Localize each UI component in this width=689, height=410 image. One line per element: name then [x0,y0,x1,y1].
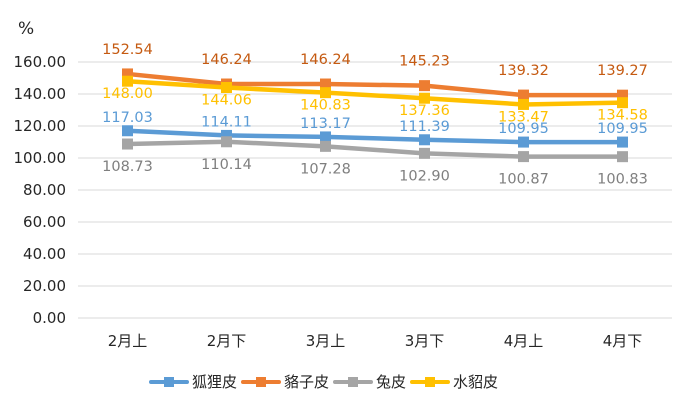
legend-item-rabbit[interactable]: 兔皮 [333,371,406,392]
data-labels: 117.03 114.11 113.17 111.39 109.95 109.95 152.… [102,42,648,188]
data-point-marker[interactable] [320,87,331,99]
data-point-marker[interactable] [617,136,628,148]
x-tick-label: 3月上 [306,332,346,350]
y-tick-label: 0.00 [33,309,66,327]
y-tick-label: 100.00 [14,149,67,167]
y-axis-unit-label: % [18,19,34,39]
data-label: 110.14 [201,157,252,173]
series-lines [122,68,628,163]
data-point-marker[interactable] [617,89,628,101]
y-tick-label: 40.00 [23,245,66,263]
data-label: 113.17 [300,116,351,132]
data-point-marker[interactable] [518,136,529,148]
x-tick-label: 4月上 [504,332,544,350]
data-label: 114.11 [201,114,252,130]
data-label: 148.00 [102,86,153,102]
legend-label: 貉子皮 [284,373,330,391]
data-label: 100.83 [597,172,648,188]
series-line [125,128,625,145]
data-label: 134.58 [597,108,648,124]
data-label: 137.36 [399,103,450,119]
data-point-marker[interactable] [221,129,232,141]
series-line [125,139,625,159]
x-tick-label: 3月下 [405,332,445,350]
data-point-marker[interactable] [518,151,529,163]
legend-item-mink[interactable]: 水貂皮 [410,371,498,392]
data-point-marker[interactable] [518,98,529,110]
legend-line-marker-icon [333,375,374,389]
legend-line-marker-icon [149,375,189,389]
y-tick-label: 160.00 [14,53,67,71]
data-label: 146.24 [300,52,351,68]
data-label: 117.03 [102,110,153,126]
data-point-marker[interactable] [221,82,232,94]
data-label: 144.06 [201,93,252,109]
data-point-marker[interactable] [518,89,529,101]
data-point-marker[interactable] [122,68,133,80]
data-label: 152.54 [102,42,153,58]
y-tick-label: 60.00 [23,213,66,231]
data-label: 133.47 [498,109,549,125]
data-point-marker[interactable] [221,136,232,148]
data-point-marker[interactable] [320,131,331,143]
legend-line-marker-icon [410,375,451,389]
data-label: 140.83 [300,98,351,114]
x-tick-label: 2月上 [108,332,148,350]
data-point-marker[interactable] [122,125,133,137]
data-label: 139.27 [597,63,648,79]
y-tick-label: 80.00 [23,181,66,199]
data-label: 139.32 [498,63,549,79]
data-point-marker[interactable] [419,147,430,159]
x-tick-label: 4月下 [603,332,643,350]
data-label: 111.39 [399,119,450,135]
legend-label: 狐狸皮 [192,373,238,391]
data-point-marker[interactable] [419,134,430,146]
y-tick-label: 140.00 [14,85,67,103]
x-axis-ticks: 2月上 2月下 3月上 3月下 4月上 4月下 [108,332,643,350]
data-point-marker[interactable] [617,151,628,163]
data-label: 109.95 [498,121,549,137]
data-label: 109.95 [597,121,648,137]
data-label: 102.90 [399,168,450,184]
data-label: 107.28 [300,161,351,177]
series-line [125,78,625,107]
data-point-marker[interactable] [320,140,331,152]
y-tick-label: 20.00 [23,277,66,295]
y-axis-ticks: 0.00 20.00 40.00 60.00 80.00 100.00 120.00 140.… [14,53,67,327]
data-point-marker[interactable] [419,80,430,92]
data-point-marker[interactable] [320,78,331,90]
data-point-marker[interactable] [617,97,628,109]
legend-item-raccoon[interactable]: 貉子皮 [241,371,329,392]
data-label: 100.87 [498,172,549,188]
data-label: 146.24 [201,52,252,68]
data-point-marker[interactable] [419,92,430,104]
legend-label: 兔皮 [376,373,407,391]
legend-line-marker-icon [241,375,282,389]
series-line [125,71,625,98]
data-point-marker[interactable] [122,138,133,150]
data-label: 145.23 [399,54,450,70]
data-point-marker[interactable] [122,75,133,87]
data-label: 108.73 [102,159,153,175]
legend-item-fox[interactable]: 狐狸皮 [149,371,237,392]
gridlines [78,61,672,319]
y-tick-label: 120.00 [14,117,67,135]
legend-label: 水貂皮 [453,373,499,391]
legend: 狐狸皮 貉子皮 兔皮 水貂皮 [149,371,502,392]
x-tick-label: 2月下 [207,332,247,350]
